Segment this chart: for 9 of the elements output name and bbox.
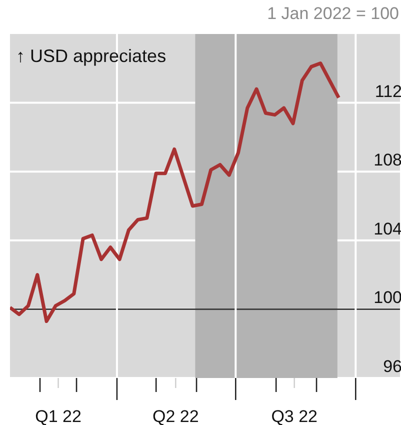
- chart-subtitle: 1 Jan 2022 = 100: [267, 4, 399, 24]
- y-tick-label: 96: [383, 357, 401, 376]
- x-tick-label: Q3 22: [271, 407, 318, 425]
- y-tick-label: 108: [374, 150, 401, 170]
- annotation: ↑ USD appreciates: [16, 46, 166, 67]
- x-tick-label: Q2 22: [152, 407, 199, 425]
- y-tick-label: 100: [374, 288, 401, 308]
- x-tick-label: Q1 22: [35, 407, 82, 425]
- y-tick-label: 112: [374, 82, 401, 101]
